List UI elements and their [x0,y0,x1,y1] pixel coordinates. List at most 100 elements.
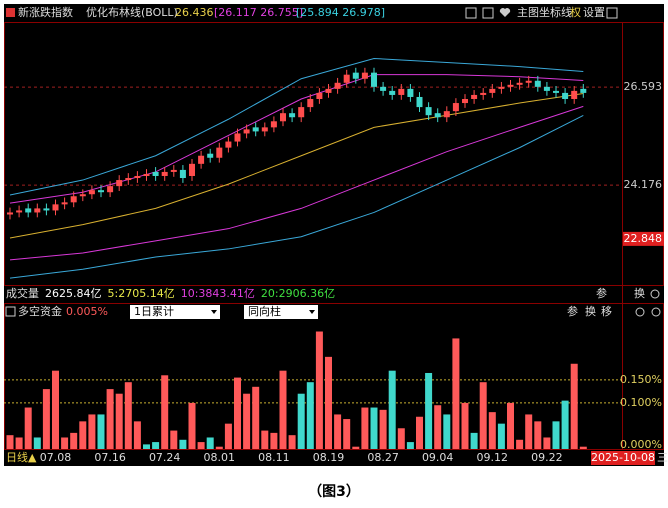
bar [488,412,496,449]
indicator-title: 新涨跌指数 [18,5,73,19]
search-icon[interactable] [650,289,660,299]
x-tick-label: 09.04 [422,451,454,464]
dropdown-text[interactable]: 同向柱 [248,304,281,318]
candle-body [234,133,241,142]
candle-body [225,141,232,148]
volume-tool[interactable]: 参 [596,286,607,300]
candle-body [161,171,168,176]
background [4,4,664,466]
search-icon[interactable] [635,307,645,317]
candle-body [307,98,314,108]
bar [115,393,123,449]
bar [388,370,396,449]
bar [252,386,260,449]
x-tick-label: 07.24 [149,451,181,464]
menu-extra[interactable]: 三 [657,451,668,464]
bar [88,414,96,449]
bar [188,402,196,449]
bar [124,382,132,449]
dropdown-arrow [211,310,217,314]
bar [570,363,578,449]
bar [24,407,32,449]
candle-body [380,86,387,91]
candle-body [98,190,104,193]
candle-body [88,190,95,195]
date-box [591,451,655,465]
candle-body [289,113,296,118]
volume-item: 2625.84亿 [45,287,102,300]
bar [497,423,505,449]
bar [543,437,551,449]
candle-body [507,84,514,87]
bar [516,439,524,449]
bar [452,338,460,449]
dropdown[interactable] [130,305,220,319]
candle-body [525,80,532,83]
candle-body [25,208,32,213]
fund-tool[interactable]: 参 [567,304,578,318]
candle-body [389,90,396,95]
bar [361,407,369,449]
date-box-text: 2025-10-08 [591,451,655,464]
title-icon[interactable] [6,8,15,17]
candle-body [243,129,250,134]
y-tick-label: 0.100% [620,396,662,409]
tool-weight[interactable]: 权 [570,6,581,19]
fund-tool[interactable]: 移 [601,305,612,318]
tool-settings[interactable]: 设置 [583,6,605,19]
dropdown-text[interactable]: 1日累计 [134,305,174,318]
candle-body [16,210,23,213]
candle-body [425,107,432,116]
bar [270,432,278,449]
candle-body [298,107,305,118]
fund-tool[interactable]: 换 [585,304,596,318]
bar [370,407,378,449]
bar [434,405,442,449]
search-icon[interactable] [651,307,661,317]
bar [343,419,351,449]
candle-body [498,86,505,89]
boll-inner: [26.117 26.755] [214,6,303,19]
candle-body [179,169,186,179]
boll-line [9,115,584,279]
boll-line [9,92,584,239]
bar [61,437,69,449]
tool-grid[interactable]: 坐标线 [539,5,572,19]
bar [561,400,569,449]
indicator-name: 优化布林线(BOLL) [86,5,178,19]
dropdown[interactable] [244,305,318,319]
candle-body [79,194,86,197]
candle-body [43,208,50,211]
bar [461,402,469,449]
candle-body [270,121,277,128]
bar [42,389,50,449]
candle-body [543,86,550,91]
period-label[interactable]: 日线▲ [6,450,37,464]
x-tick-label: 08.19 [313,451,345,464]
candle-body [325,88,332,93]
candle-body [125,178,132,181]
menu-icon[interactable] [606,7,618,19]
candle-body [343,74,350,83]
candle-body [334,82,341,89]
bar [288,435,296,449]
volume-label: 成交量 [6,286,39,300]
bar [170,430,178,449]
candle-body [116,180,123,187]
zoom-out-icon[interactable] [482,7,494,19]
candle-body [516,82,523,85]
candle-body [252,127,259,132]
help-icon[interactable] [5,306,16,317]
bar [161,375,169,449]
zoom-in-icon[interactable] [465,7,477,19]
bar [397,428,405,449]
last-price-box [623,231,664,246]
volume-tool[interactable]: 换 [634,286,645,300]
y-tick-label: 24.176 [624,178,663,191]
volume-item: 10:3843.41亿 [181,287,255,300]
tool-main[interactable]: 主图 [517,6,539,19]
x-tick-label: 07.08 [40,451,72,464]
candle-body [134,175,141,179]
favorite-icon[interactable] [499,8,511,17]
x-tick-label: 08.27 [367,451,399,464]
